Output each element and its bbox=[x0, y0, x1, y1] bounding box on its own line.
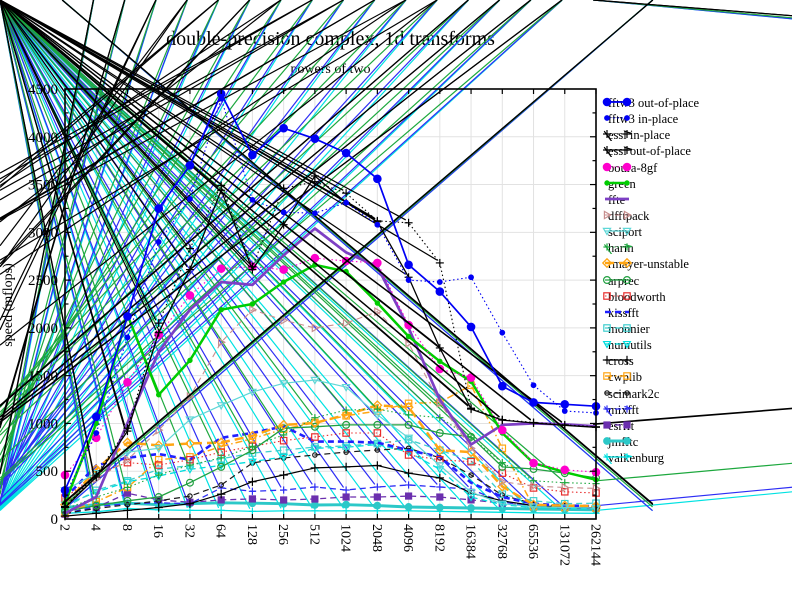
legend-item-fftw3-in-place: fftw3 in-place bbox=[602, 111, 678, 127]
legend-item-jmfftc: jmfftc bbox=[602, 434, 638, 450]
legend-item-essl-out-of-place: essl out-of-place bbox=[602, 143, 691, 159]
legend-sample bbox=[603, 436, 631, 445]
legend-label: kissfft bbox=[608, 305, 640, 320]
legend-sample bbox=[605, 310, 629, 314]
legend-item-scimark2c: scimark2c bbox=[602, 386, 659, 402]
legend-label: ooura-8gf bbox=[608, 160, 658, 175]
legend-item-bloodworth: bloodworth bbox=[602, 289, 666, 305]
x-tick-label: 16384 bbox=[463, 524, 478, 559]
legend-label: numutils bbox=[608, 338, 652, 353]
legend-item-arprec: arprec bbox=[602, 273, 639, 289]
x-tick-label: 1024 bbox=[338, 524, 353, 552]
series-sciport bbox=[60, 376, 601, 513]
legend-label: fftw3 out-of-place bbox=[608, 96, 700, 110]
series-harm bbox=[0, 0, 792, 514]
legend-label: essl out-of-place bbox=[608, 144, 691, 159]
legend-sample bbox=[603, 372, 631, 381]
legend-label: bloodworth bbox=[608, 289, 666, 304]
legend-label: monnier bbox=[608, 322, 650, 336]
series-fftw3-in-place bbox=[62, 95, 599, 499]
legend-item-ooura-8gf: ooura-8gf bbox=[602, 160, 657, 176]
legend-item-esrfft: esrfft bbox=[602, 418, 634, 434]
x-tick-label: 131072 bbox=[556, 524, 571, 566]
y-tick-label: 3500 bbox=[28, 178, 58, 194]
legend-item-mixfft: mixfft bbox=[602, 402, 639, 418]
legend-sample bbox=[602, 341, 632, 349]
legend-item-rmayer-unstable: rmayer-unstable bbox=[602, 256, 689, 272]
x-tick-label: 2 bbox=[57, 524, 72, 531]
legend-sample bbox=[602, 355, 632, 365]
legend-sample bbox=[602, 162, 632, 171]
legend-sample bbox=[602, 275, 632, 284]
y-tick-label: 1500 bbox=[28, 369, 58, 385]
legend-label: scimark2c bbox=[608, 386, 660, 401]
legend-sample bbox=[603, 324, 631, 332]
y-tick-label: 500 bbox=[36, 464, 59, 480]
x-tick-label: 32 bbox=[181, 524, 196, 538]
legend-sample bbox=[604, 179, 630, 186]
legend-sample bbox=[602, 227, 632, 236]
x-tick-label: 16 bbox=[150, 524, 165, 538]
legend-sample bbox=[603, 243, 632, 255]
y-tick-label: 3000 bbox=[28, 225, 58, 241]
legend-label: valkenburg bbox=[608, 451, 665, 466]
legend-item-harm: harm bbox=[602, 240, 634, 256]
x-tick-label: 64 bbox=[213, 524, 228, 538]
x-tick-label: 128 bbox=[244, 524, 259, 545]
legend-label: cwplib bbox=[608, 370, 643, 385]
y-tick-label: 1000 bbox=[28, 416, 58, 432]
x-tick-label: 4096 bbox=[400, 524, 415, 552]
x-tick-label: 32768 bbox=[494, 524, 509, 559]
chart-title: double-precision complex, 1d transforms bbox=[166, 28, 495, 50]
legend-item-cross: cross bbox=[602, 353, 634, 369]
x-tick-label: 4 bbox=[88, 524, 103, 531]
legend-sample bbox=[603, 291, 631, 300]
legend-item-monnier: monnier bbox=[602, 321, 650, 337]
series-ffte bbox=[64, 227, 597, 515]
y-tick-label: 4500 bbox=[28, 82, 58, 98]
legend-sample bbox=[602, 258, 632, 269]
x-tick-label: 262144 bbox=[588, 524, 603, 566]
legend-sample bbox=[603, 210, 632, 220]
legend-sample bbox=[605, 197, 629, 201]
legend-sample bbox=[604, 115, 630, 121]
x-tick-label: 65536 bbox=[525, 524, 540, 559]
x-tick-label: 8192 bbox=[431, 524, 446, 552]
y-tick-label: 4000 bbox=[28, 130, 58, 146]
legend-sample bbox=[603, 405, 632, 416]
legend-item-green: green bbox=[602, 176, 636, 192]
legend-item-cwplib: cwplib bbox=[602, 369, 642, 385]
legend-sample bbox=[603, 421, 631, 429]
series-kissfft bbox=[64, 424, 597, 508]
legend-item-kissfft: kissfft bbox=[602, 305, 639, 321]
y-tick-label: 2000 bbox=[28, 321, 58, 337]
x-tick-label: 256 bbox=[275, 524, 290, 545]
x-tick-label: 2048 bbox=[369, 524, 384, 552]
legend-sample bbox=[604, 389, 630, 396]
legend-item-dfftpack: dfftpack bbox=[602, 208, 649, 224]
legend-label: essl in-place bbox=[608, 128, 671, 143]
legend-item-essl-in-place: essl in-place bbox=[602, 127, 670, 143]
x-tick-label: 8 bbox=[119, 524, 134, 531]
legend-item-numutils: numutils bbox=[602, 337, 652, 353]
series-essl-in-place bbox=[0, 0, 792, 511]
legend-item-fftw3-out-of-place: fftw3 out-of-place bbox=[602, 95, 699, 111]
legend-sample bbox=[602, 97, 632, 107]
y-tick-label: 0 bbox=[51, 512, 59, 528]
legend-sample bbox=[603, 453, 632, 465]
legend-item-sciport: sciport bbox=[602, 224, 642, 240]
legend-sample bbox=[603, 146, 632, 158]
legend-sample bbox=[603, 130, 632, 142]
x-tick-label: 512 bbox=[306, 524, 321, 545]
legend-item-valkenburg: valkenburg bbox=[602, 450, 664, 466]
y-tick-label: 2500 bbox=[28, 273, 58, 289]
legend-label: mixfft bbox=[608, 402, 640, 417]
